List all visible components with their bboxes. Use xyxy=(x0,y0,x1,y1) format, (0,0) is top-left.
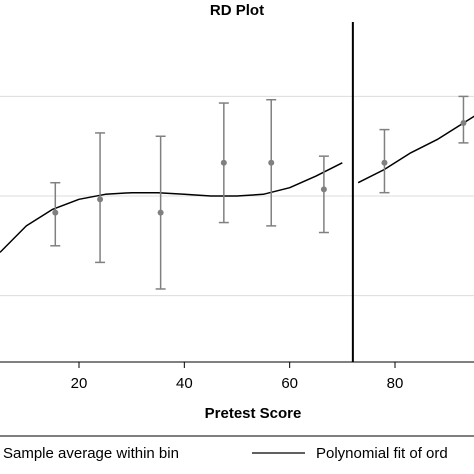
fit-line-left xyxy=(0,162,343,253)
chart-title: RD Plot xyxy=(210,2,264,19)
x-tick-label-20: 20 xyxy=(71,375,88,392)
bin-point-7 xyxy=(460,119,467,126)
x-tick-label-60: 60 xyxy=(281,375,298,392)
bin-point-2 xyxy=(157,209,164,216)
polynomial-fit-group xyxy=(0,115,474,253)
legend-label-points: Sample average within bin xyxy=(3,445,179,462)
bin-point-1 xyxy=(97,196,104,203)
x-axis-label: Pretest Score xyxy=(205,405,302,422)
x-tick-label-40: 40 xyxy=(176,375,193,392)
bin-point-6 xyxy=(381,159,388,166)
x-tick-label-80: 80 xyxy=(387,375,404,392)
legend: Sample average within bin Polynomial fit… xyxy=(0,435,474,462)
bin-point-3 xyxy=(220,159,227,166)
bin-point-5 xyxy=(320,186,327,193)
x-ticks: 20 40 60 80 xyxy=(71,362,404,392)
bin-point-4 xyxy=(268,159,275,166)
legend-label-fit: Polynomial fit of ord xyxy=(316,445,448,462)
bin-points-group xyxy=(50,95,469,290)
fit-line-right xyxy=(357,115,474,184)
bin-point-0 xyxy=(52,209,59,216)
